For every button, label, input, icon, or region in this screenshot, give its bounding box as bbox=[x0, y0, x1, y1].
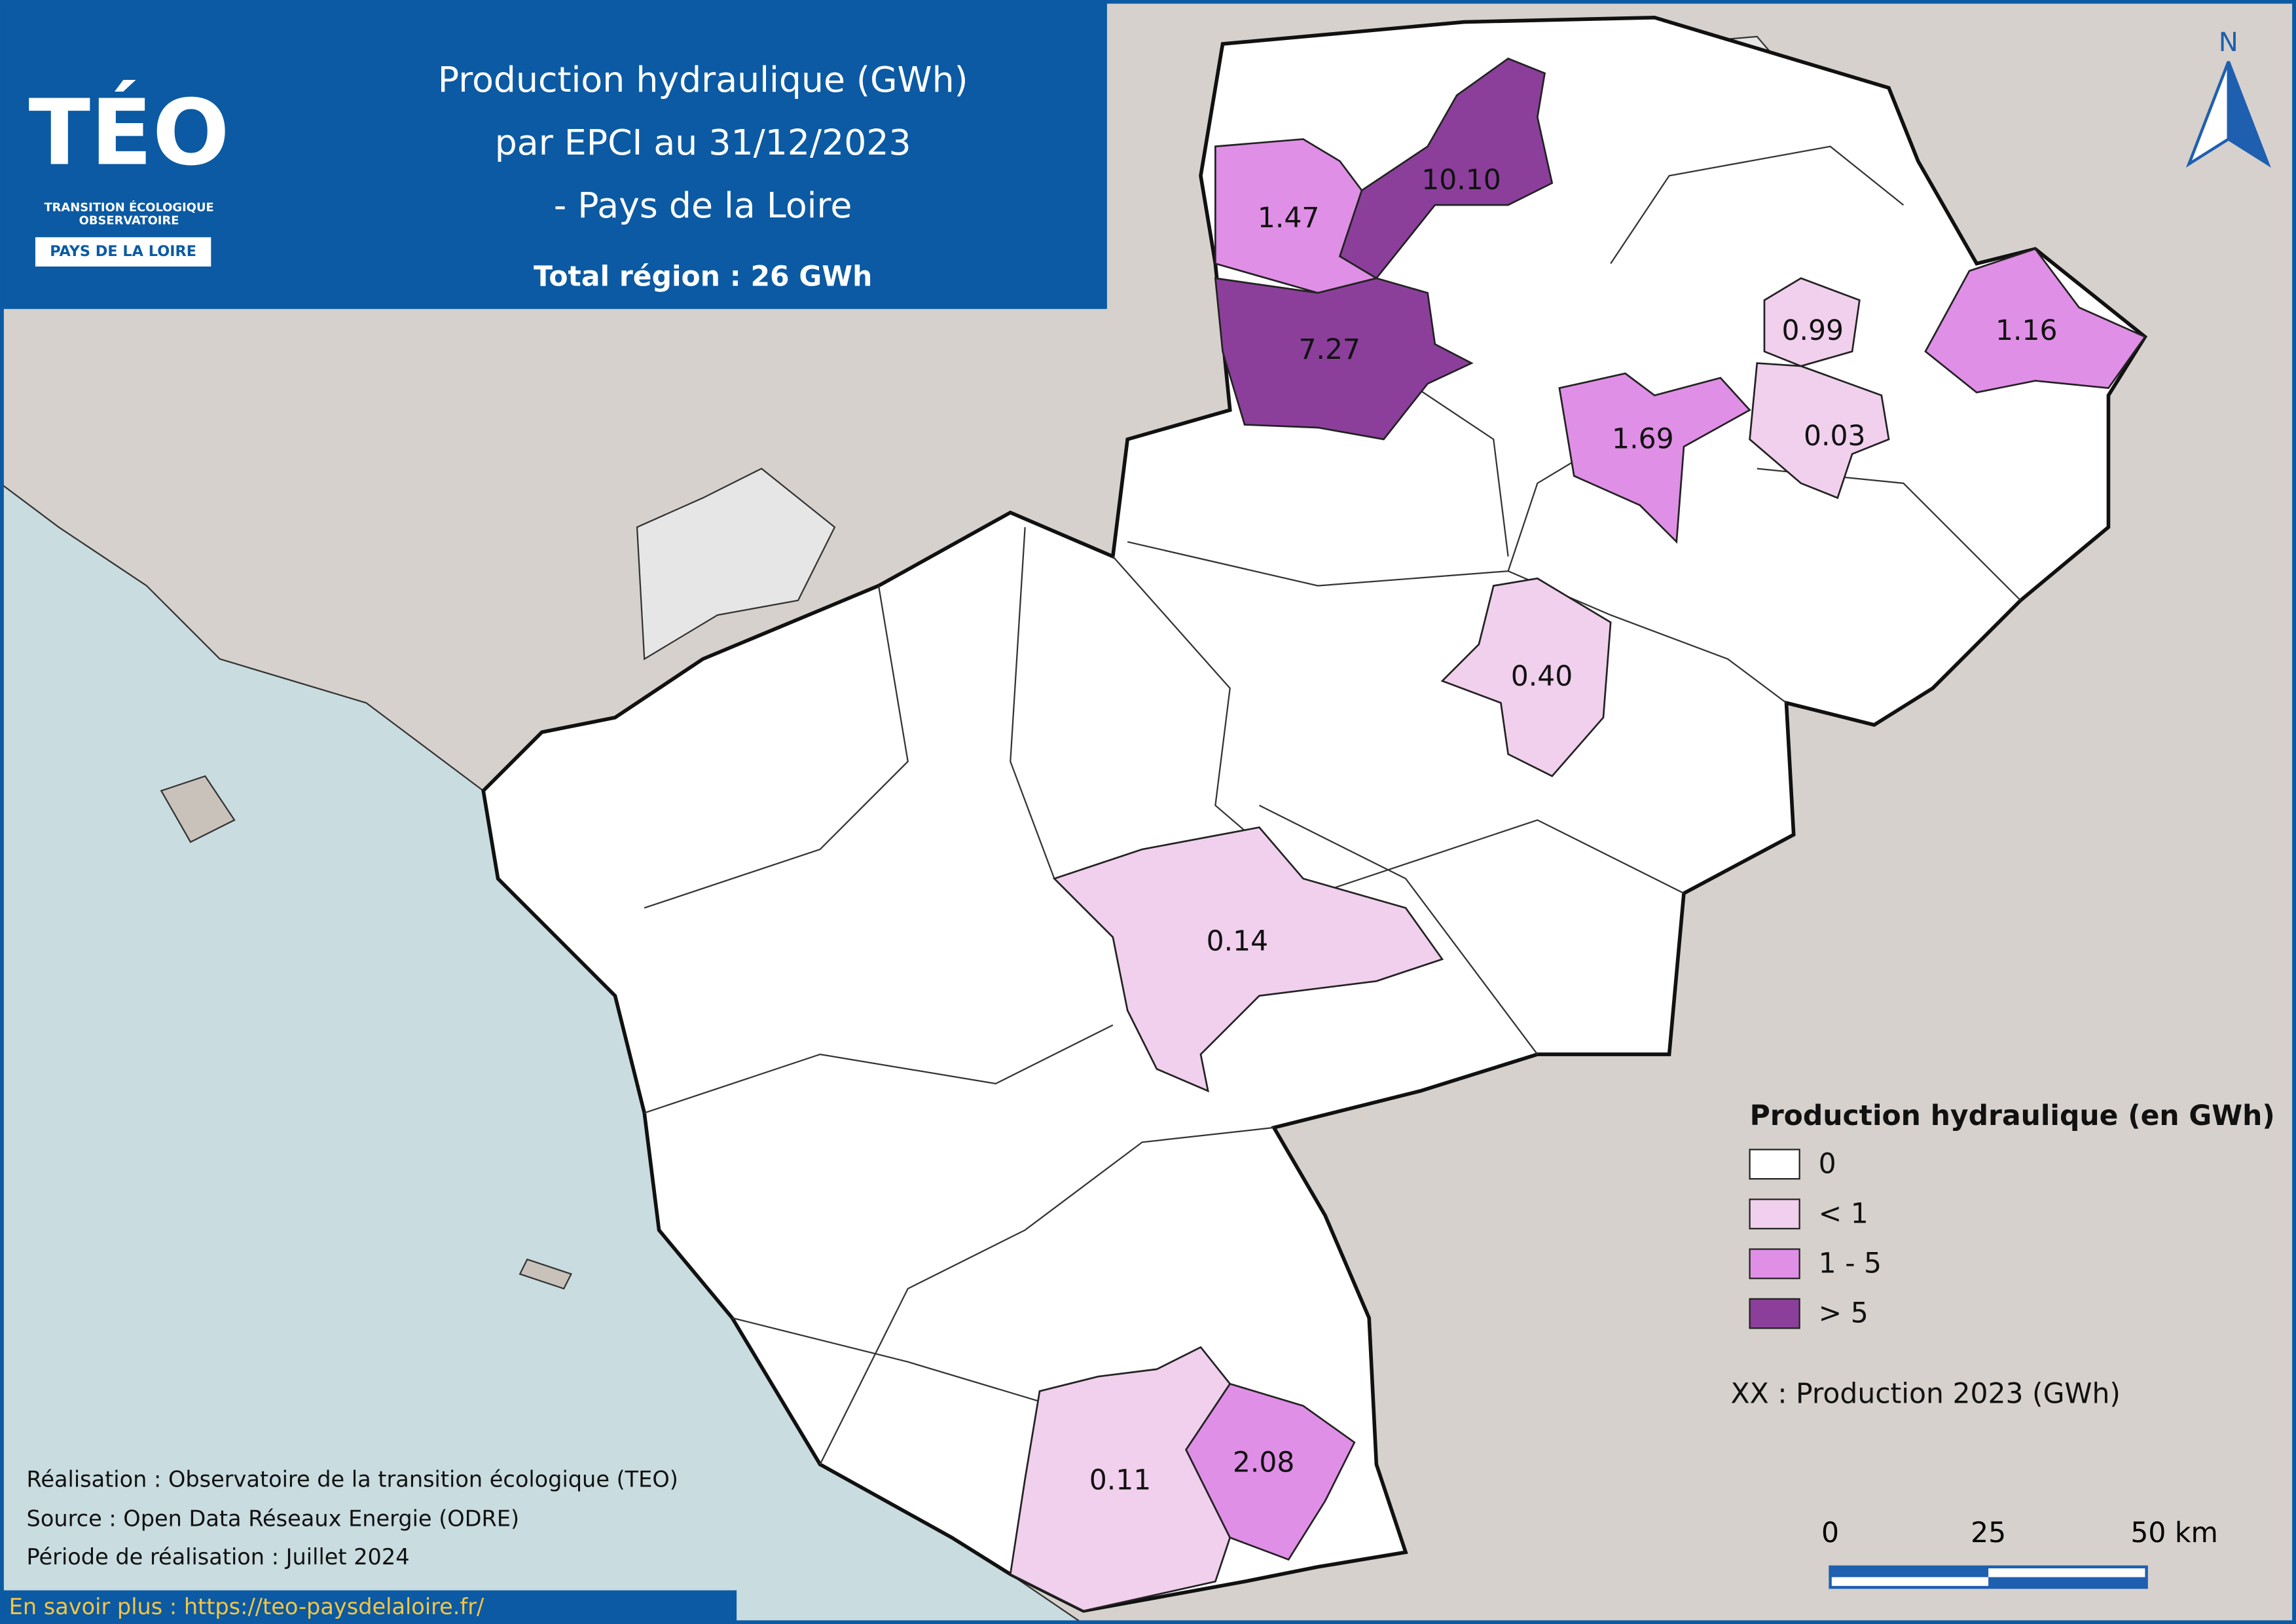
epci-area bbox=[1749, 362, 1890, 500]
scale-bar: 0 25 50 km bbox=[1821, 1517, 2218, 1589]
map-label: 2.08 bbox=[1233, 1447, 1295, 1479]
scale-segment bbox=[1988, 1577, 2147, 1588]
legend-label: 0 bbox=[1819, 1149, 1836, 1181]
map-label: 1.16 bbox=[1995, 315, 2058, 347]
credits: Réalisation : Observatoire de la transit… bbox=[0, 1466, 737, 1624]
map-label: 10.10 bbox=[1421, 164, 1501, 196]
map-label: 0.40 bbox=[1511, 661, 1573, 693]
legend-label: > 5 bbox=[1819, 1298, 1868, 1330]
legend-swatch bbox=[1749, 1198, 1800, 1230]
scale-label: 50 km bbox=[2130, 1517, 2218, 1549]
epci-colored bbox=[1009, 57, 2147, 1612]
map-label: 1.69 bbox=[1612, 424, 1674, 456]
north-arrow: N bbox=[2185, 28, 2271, 168]
map-label: 0.11 bbox=[1089, 1465, 1152, 1497]
credit-line: Réalisation : Observatoire de la transit… bbox=[27, 1466, 678, 1492]
header: TÉO TRANSITION ÉCOLOGIQUE OBSERVATOIRE P… bbox=[0, 0, 1107, 309]
logo-badge bbox=[35, 237, 211, 267]
epci-area bbox=[1214, 277, 1474, 441]
legend-swatch bbox=[1749, 1248, 1800, 1280]
credit-line: Source : Open Data Réseaux Energie (ODRE… bbox=[27, 1506, 520, 1532]
legend-swatch bbox=[1749, 1149, 1800, 1180]
epci-area bbox=[1924, 248, 2147, 394]
title-line: Production hydraulique (GWh) bbox=[438, 59, 968, 100]
legend: Production hydraulique (en GWh) 0 < 1 1 - … bbox=[1749, 1100, 2275, 1330]
island bbox=[160, 775, 572, 1290]
epci-area bbox=[1052, 826, 1444, 1093]
link[interactable]: En savoir plus : https://teo-paysdelaloi… bbox=[9, 1594, 484, 1619]
map-label: 7.27 bbox=[1299, 334, 1361, 366]
total: Total région : 26 GWh bbox=[534, 261, 872, 293]
map-label: 0.03 bbox=[1804, 420, 1866, 452]
legend-swatch bbox=[1749, 1298, 1800, 1329]
logo-title: TÉO bbox=[29, 80, 230, 186]
north-arrow-right bbox=[2227, 61, 2271, 168]
epci-area bbox=[1214, 138, 1379, 294]
note: XX : Production 2023 (GWh) bbox=[1731, 1378, 2121, 1411]
epci-area bbox=[1763, 277, 1861, 367]
scale-segment bbox=[1830, 1566, 1989, 1578]
logo-subtitle: OBSERVATOIRE bbox=[79, 214, 179, 228]
epci-labels: 10.10 1.47 7.27 0.99 1.16 1.69 0.03 0.40… bbox=[1089, 164, 2058, 1497]
epci-area bbox=[1440, 577, 1612, 777]
link-panel bbox=[0, 1590, 737, 1624]
epci-area bbox=[1338, 57, 1554, 280]
epci-area bbox=[1185, 1382, 1356, 1561]
map-label: 1.47 bbox=[1258, 202, 1320, 234]
logo-subtitle: TRANSITION ÉCOLOGIQUE bbox=[44, 200, 213, 215]
epci-area bbox=[1558, 372, 1751, 544]
legend-title: Production hydraulique (en GWh) bbox=[1750, 1100, 2275, 1132]
title-line: - Pays de la Loire bbox=[554, 185, 852, 226]
logo-region: PAYS DE LA LOIRE bbox=[50, 243, 196, 260]
credit-line: Période de réalisation : Juillet 2024 bbox=[27, 1544, 410, 1570]
map-label: 0.14 bbox=[1207, 926, 1269, 958]
title-line: par EPCI au 31/12/2023 bbox=[495, 122, 911, 163]
map-label: 0.99 bbox=[1781, 315, 1844, 347]
north-label: N bbox=[2219, 28, 2238, 58]
scale-label: 25 bbox=[1971, 1517, 2006, 1549]
legend-label: < 1 bbox=[1819, 1198, 1868, 1230]
legend-label: 1 - 5 bbox=[1819, 1248, 1882, 1280]
scale-label: 0 bbox=[1821, 1517, 1839, 1549]
